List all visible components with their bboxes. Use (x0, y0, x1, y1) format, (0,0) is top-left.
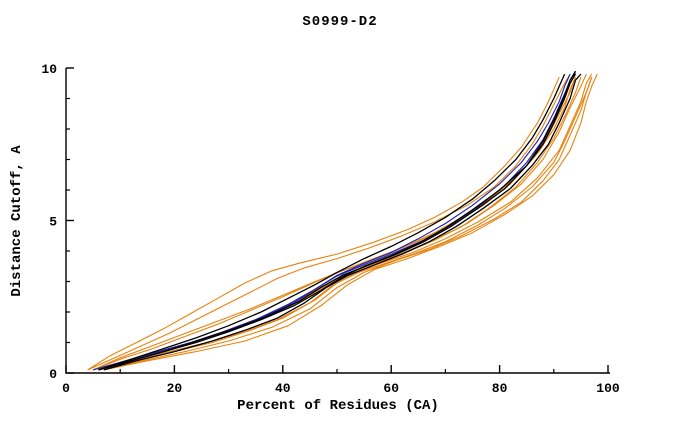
series-line-model-black-4 (98, 70, 577, 371)
x-tick-label: 40 (275, 381, 291, 396)
y-tick-label: 5 (49, 215, 57, 230)
series-line-model-orange-8 (92, 77, 582, 371)
series-line-model-orange-10 (98, 73, 593, 371)
series-line-model-orange-4 (98, 73, 587, 371)
x-axis-label: Percent of Residues (CA) (237, 398, 439, 414)
series-line-model-orange-7 (103, 73, 598, 371)
series-line-model-black-2 (98, 73, 566, 371)
series-line-model-black-3 (103, 73, 582, 371)
x-tick-label: 80 (492, 381, 508, 396)
series-line-model-orange-9 (92, 76, 577, 371)
axis-frame (65, 68, 610, 374)
x-tick-label: 60 (383, 381, 399, 396)
series-line-model-orange-3 (92, 77, 577, 371)
series-line-model-orange-2 (87, 73, 571, 371)
plot-title: S0999-D2 (302, 14, 378, 30)
series-line-model-orange-6 (103, 77, 593, 371)
x-tick-label: 100 (596, 381, 620, 396)
series-line-model-orange-5 (98, 77, 593, 371)
y-tick-label: 10 (41, 62, 57, 77)
series-line-model-orange-1 (87, 76, 560, 371)
x-tick-label: 0 (62, 381, 70, 396)
y-tick-label: 0 (49, 367, 57, 382)
series-line-model-blue-2 (92, 72, 576, 371)
x-tick-label: 20 (167, 381, 183, 396)
